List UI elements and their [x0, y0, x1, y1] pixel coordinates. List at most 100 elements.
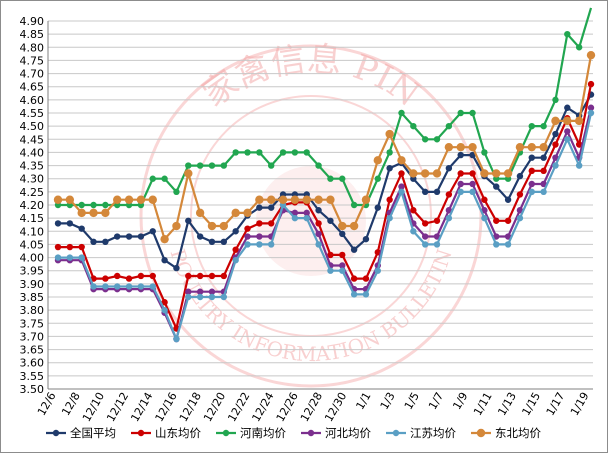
- data-point: [196, 162, 204, 169]
- data-point: [540, 122, 547, 130]
- data-point: [540, 180, 547, 188]
- y-tick-label: 4.85: [20, 28, 45, 41]
- data-point: [148, 195, 157, 204]
- data-point: [339, 230, 346, 238]
- y-tick-label: 4.75: [20, 54, 45, 67]
- data-point: [457, 151, 464, 159]
- data-point: [480, 169, 489, 178]
- data-point: [208, 293, 216, 301]
- data-point: [587, 109, 595, 117]
- data-point: [445, 122, 453, 130]
- data-point: [102, 201, 109, 209]
- legend-marker: [222, 429, 230, 437]
- legend-item: 河北均价: [301, 426, 371, 440]
- data-point: [432, 169, 442, 178]
- data-point: [207, 221, 217, 231]
- data-point: [563, 116, 572, 126]
- x-tick-label: 12/24: [250, 390, 277, 424]
- data-point: [504, 217, 512, 224]
- data-point: [136, 195, 146, 204]
- data-point: [243, 208, 252, 218]
- data-point: [504, 196, 512, 203]
- data-point: [362, 291, 370, 298]
- x-tick-label: 12/28: [298, 390, 325, 424]
- data-point: [564, 128, 571, 135]
- data-point: [445, 165, 453, 172]
- x-tick-label: 12/10: [80, 390, 107, 424]
- x-tick-label: 12/18: [177, 390, 204, 424]
- data-point: [457, 109, 464, 117]
- data-point: [385, 129, 394, 139]
- y-tick-label: 3.50: [20, 383, 45, 396]
- legend-label: 东北均价: [495, 426, 541, 440]
- x-tick-label: 1/19: [568, 390, 592, 418]
- data-point: [540, 154, 547, 161]
- data-point: [469, 170, 476, 177]
- data-point: [101, 208, 110, 218]
- legend-marker: [137, 429, 145, 437]
- data-point: [185, 217, 192, 224]
- data-point: [208, 288, 216, 295]
- data-point: [161, 299, 168, 306]
- x-tick-label: 12/20: [201, 390, 228, 424]
- series-line: [58, 55, 593, 242]
- y-tick-label: 3.95: [20, 265, 45, 278]
- y-tick-label: 3.65: [20, 344, 45, 357]
- y-tick-label: 3.55: [20, 370, 45, 383]
- data-point: [552, 130, 559, 138]
- data-point: [185, 272, 192, 280]
- data-point: [302, 195, 311, 204]
- y-tick-label: 4.90: [20, 15, 45, 28]
- x-tick-label: 1/1: [353, 390, 373, 412]
- y-tick-label: 4.00: [20, 252, 45, 265]
- data-point: [125, 233, 133, 240]
- data-point: [493, 183, 500, 190]
- data-point: [386, 149, 393, 156]
- y-tick-label: 3.75: [20, 317, 45, 330]
- data-point: [398, 109, 405, 117]
- data-point: [410, 228, 417, 235]
- y-tick-label: 4.40: [20, 146, 45, 159]
- data-point: [528, 167, 535, 175]
- data-point: [481, 214, 488, 222]
- data-point: [444, 142, 454, 152]
- legend-label: 江苏均价: [410, 426, 456, 440]
- data-point: [552, 154, 559, 161]
- data-point: [386, 196, 393, 203]
- data-point: [420, 169, 430, 178]
- data-point: [173, 264, 180, 272]
- data-point: [125, 275, 133, 282]
- data-point: [457, 188, 464, 196]
- data-point: [268, 204, 275, 211]
- x-tick-label: 12/30: [322, 390, 349, 424]
- data-point: [327, 251, 334, 259]
- data-point: [244, 233, 251, 240]
- data-point: [564, 104, 571, 111]
- x-tick-label: 1/3: [378, 390, 398, 412]
- data-point: [481, 149, 488, 156]
- data-point: [90, 283, 97, 290]
- data-point: [339, 267, 346, 274]
- legend: 全国平均 山东均价 河南均价 河北均价 江苏均价 东北均价: [46, 426, 541, 440]
- data-point: [161, 175, 168, 182]
- data-point: [102, 238, 109, 245]
- data-point: [516, 191, 524, 198]
- data-point: [528, 180, 535, 188]
- data-point: [78, 254, 85, 261]
- data-point: [231, 208, 240, 218]
- legend-marker: [307, 429, 315, 437]
- series-lines: [53, 7, 596, 343]
- data-point: [493, 241, 500, 248]
- data-point: [78, 225, 85, 232]
- data-point: [574, 116, 584, 126]
- data-point: [445, 214, 453, 222]
- data-point: [208, 238, 216, 245]
- data-point: [551, 116, 560, 126]
- data-point: [528, 154, 535, 161]
- data-point: [516, 172, 524, 180]
- data-point: [268, 220, 275, 227]
- data-point: [220, 272, 228, 280]
- legend-label: 河北均价: [325, 426, 371, 440]
- y-tick-label: 4.20: [20, 199, 45, 212]
- x-tick-label: 1/5: [402, 390, 422, 412]
